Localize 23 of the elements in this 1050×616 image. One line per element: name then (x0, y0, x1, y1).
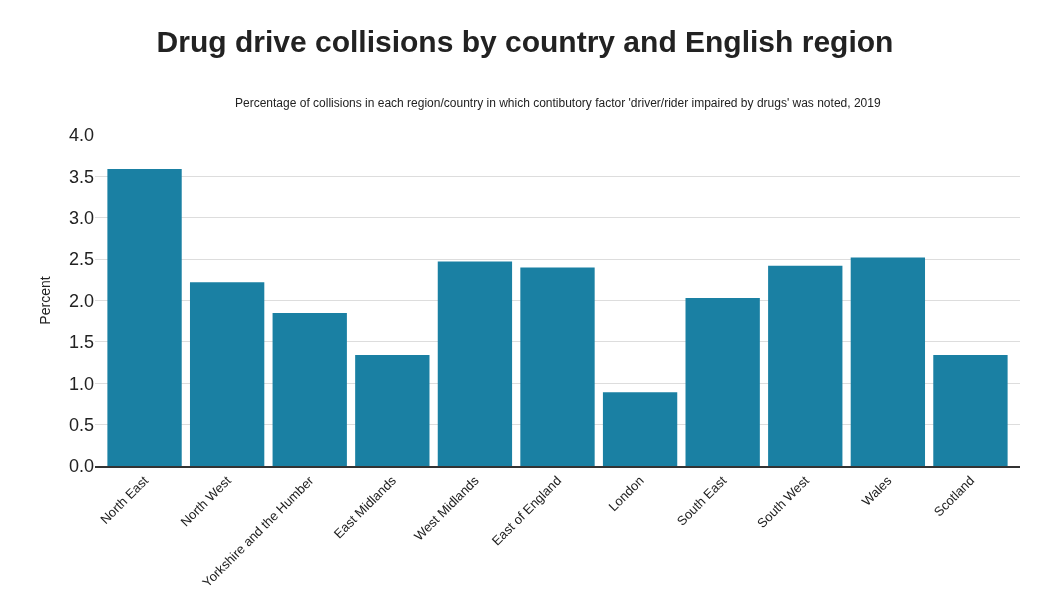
bar (768, 265, 843, 466)
bar (520, 267, 595, 466)
bar (685, 298, 760, 466)
y-tick-label: 0.5 (68, 414, 94, 435)
bar (355, 355, 430, 466)
chart-subtitle: Percentage of collisions in each region/country in which contibutory factor 'driver/rider impaired by drugs' was noted, 2019 (235, 96, 881, 110)
bar (107, 168, 182, 466)
y-tick-label: 2.0 (68, 290, 94, 311)
y-tick-label: 0.0 (68, 456, 94, 477)
bar (850, 257, 926, 466)
bar (189, 282, 265, 466)
y-axis-title: Percent (36, 276, 53, 325)
y-tick-label: 1.0 (68, 373, 94, 394)
y-tick-label: 1.5 (68, 332, 94, 353)
y-tick-label: 3.0 (68, 208, 94, 229)
y-tick-label: 3.5 (68, 166, 94, 187)
bar (933, 355, 1008, 466)
y-tick-label: 2.5 (68, 249, 94, 270)
bar (272, 312, 347, 466)
bar (437, 261, 513, 466)
chart-title: Drug drive collisions by country and English region (156, 24, 894, 58)
bar (602, 392, 678, 466)
y-tick-label: 4.0 (68, 125, 94, 146)
